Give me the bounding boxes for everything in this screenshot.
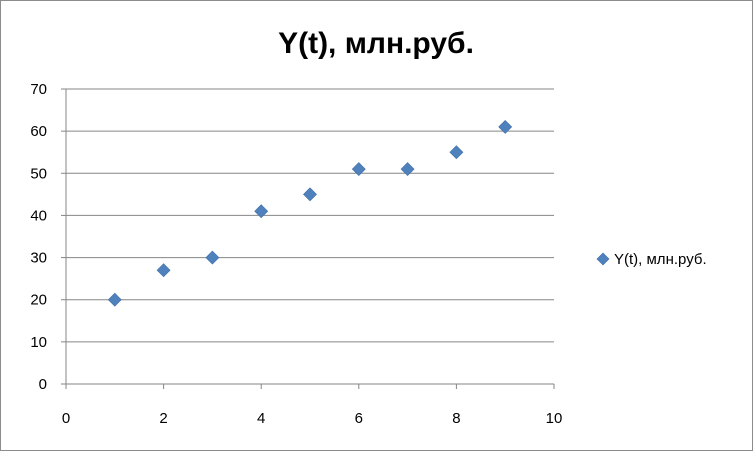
y-tick-label: 0 [39, 376, 47, 393]
y-tick-label: 30 [30, 250, 47, 267]
x-tick-label: 6 [355, 410, 363, 427]
chart-title: Y(t), млн.руб. [278, 27, 474, 60]
x-tick-labels: 0 2 4 6 8 10 [62, 410, 563, 427]
y-tick-label: 10 [30, 334, 47, 351]
x-tick-label: 8 [452, 410, 460, 427]
data-point [205, 250, 220, 265]
x-tick-label: 2 [159, 410, 167, 427]
gridlines [66, 88, 554, 343]
x-tick-label: 4 [257, 410, 265, 427]
legend-label: Y(t), млн.руб. [614, 251, 707, 268]
y-tick-label: 50 [30, 165, 47, 182]
y-tick-label: 20 [30, 292, 47, 309]
data-points [107, 120, 513, 307]
y-tick-label: 40 [30, 207, 47, 224]
data-point [498, 120, 513, 134]
data-point [156, 263, 171, 278]
y-tick-labels: 0 10 20 30 40 50 60 70 [30, 81, 47, 393]
data-point [400, 162, 415, 176]
y-tick-label: 70 [30, 81, 47, 98]
axes [61, 88, 555, 389]
data-point [254, 204, 269, 219]
data-point [303, 187, 317, 202]
x-tick-label: 0 [62, 410, 70, 427]
y-tick-label: 60 [30, 123, 47, 140]
legend-marker-diamond-icon [596, 252, 610, 266]
data-point [449, 145, 464, 160]
data-point [107, 292, 122, 307]
data-point [351, 162, 366, 176]
x-tick-label: 10 [546, 410, 563, 427]
legend: Y(t), млн.руб. [596, 251, 707, 268]
